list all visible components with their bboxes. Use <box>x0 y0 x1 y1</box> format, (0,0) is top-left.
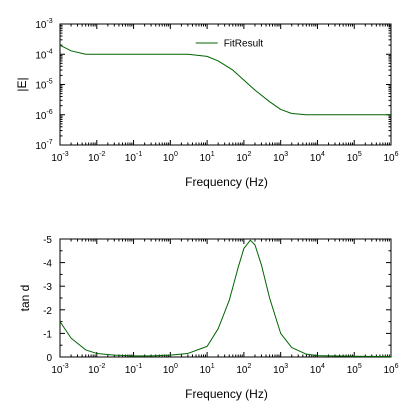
series-line <box>59 239 392 358</box>
y-tick-label: -2 <box>43 306 52 317</box>
y-tick-label: 0 <box>46 353 52 364</box>
y-axis-title: tan d <box>18 285 32 312</box>
x-tick-label: 10-3 <box>51 363 68 376</box>
x-tick-label: 10-1 <box>125 363 142 376</box>
tan-delta-chart: 10-3 10-2 10-1 100 101 102 103 104 105 106 0 -1 -2 -3… <box>18 235 399 401</box>
legend-label: FitResult <box>224 39 264 50</box>
magnitude-chart: 10-3 10-2 10-1 100 101 102 103 104 105 10610-710-… <box>15 18 399 189</box>
y-tick-label: 10-7 <box>35 139 52 152</box>
x-tick-label: 103 <box>273 151 288 164</box>
y-tick-label: -4 <box>43 259 52 270</box>
x-tick-label: 100 <box>163 363 178 376</box>
series-line <box>59 44 391 116</box>
x-tick-label: 10-1 <box>125 151 142 164</box>
x-tick-label: 100 <box>163 151 178 164</box>
x-tick-label: 104 <box>310 151 325 164</box>
y-tick-label: 10-5 <box>35 79 52 92</box>
plot-frame <box>59 238 392 358</box>
x-axis-title: Frequency (Hz) <box>185 387 268 401</box>
x-tick-label: 105 <box>347 151 362 164</box>
x-tick-label: 101 <box>200 151 215 164</box>
x-tick-label: 10-2 <box>88 151 105 164</box>
y-tick-label: -5 <box>43 235 52 246</box>
x-tick-label: 106 <box>383 363 398 376</box>
y-tick-label: 10-6 <box>35 109 52 122</box>
x-tick-label: 102 <box>236 151 251 164</box>
y-tick-label: 10-3 <box>35 18 52 31</box>
x-tick-label: 103 <box>273 363 288 376</box>
x-tick-label: 10-2 <box>88 363 105 376</box>
x-tick-label: 10-3 <box>51 151 68 164</box>
y-axis-title: |E| <box>15 77 29 91</box>
y-tick-label: -3 <box>43 282 52 293</box>
x-tick-label: 102 <box>236 363 251 376</box>
x-tick-label: 106 <box>383 151 398 164</box>
x-axis-title: Frequency (Hz) <box>185 175 268 189</box>
y-tick-label: -1 <box>43 329 52 340</box>
x-tick-label: 105 <box>347 363 362 376</box>
x-tick-label: 101 <box>200 363 215 376</box>
y-tick-label: 10-4 <box>35 48 52 61</box>
x-tick-label: 104 <box>310 363 325 376</box>
